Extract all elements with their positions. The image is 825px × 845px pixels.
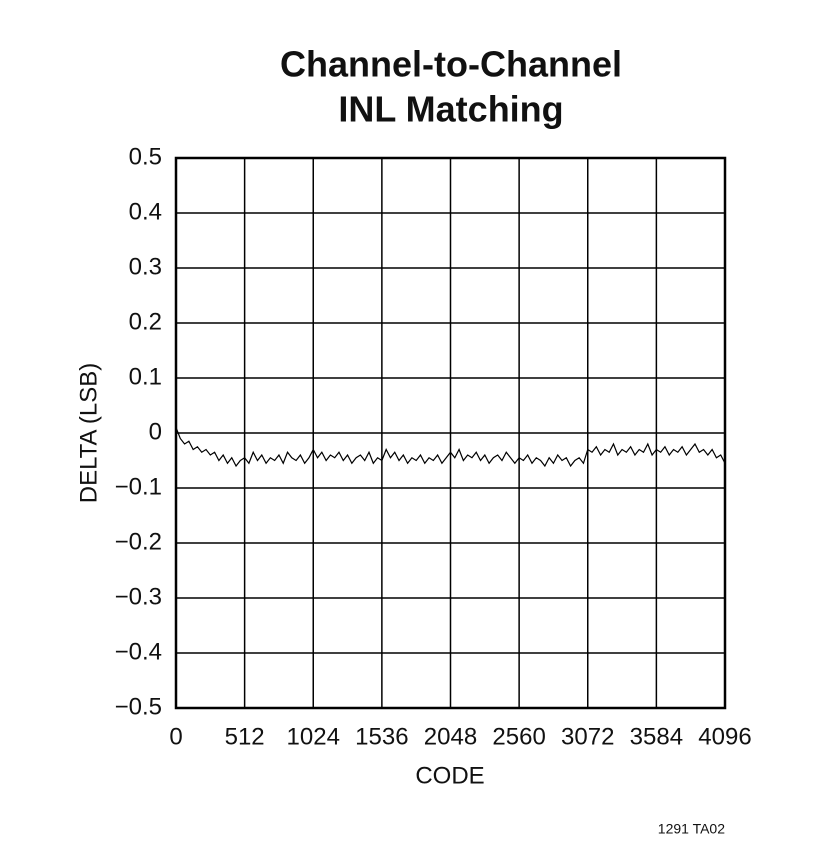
x-tick-label: 3584	[630, 723, 683, 750]
y-tick-label: 0.2	[129, 308, 162, 335]
y-tick-label: −0.1	[115, 473, 162, 500]
y-tick-label: −0.2	[115, 528, 162, 555]
y-tick-label: 0	[149, 418, 162, 445]
y-tick-label: 0.1	[129, 363, 162, 390]
data-line	[175, 427, 726, 468]
x-tick-label: 3072	[561, 723, 614, 750]
footnote: 1291 TA02	[658, 821, 725, 837]
y-tick-label: −0.4	[115, 638, 162, 665]
x-axis-label: CODE	[415, 762, 484, 789]
x-tick-label: 2048	[424, 723, 477, 750]
y-tick-label: 0.5	[129, 143, 162, 170]
x-tick-label: 0	[169, 723, 182, 750]
y-axis-label: DELTA (LSB)	[75, 363, 102, 503]
y-tick-label: 0.3	[129, 253, 162, 280]
y-tick-label: 0.4	[129, 198, 162, 225]
x-tick-label: 1536	[355, 723, 408, 750]
chart-title: Channel-to-Channel	[280, 44, 622, 85]
x-tick-label: 4096	[698, 723, 751, 750]
x-tick-label: 1024	[287, 723, 340, 750]
y-tick-label: −0.3	[115, 583, 162, 610]
y-tick-label: −0.5	[115, 693, 162, 720]
plot-frame	[174, 156, 727, 710]
x-tick-label: 512	[225, 723, 265, 750]
x-tick-label: 2560	[492, 723, 545, 750]
chart-title: INL Matching	[338, 89, 563, 130]
